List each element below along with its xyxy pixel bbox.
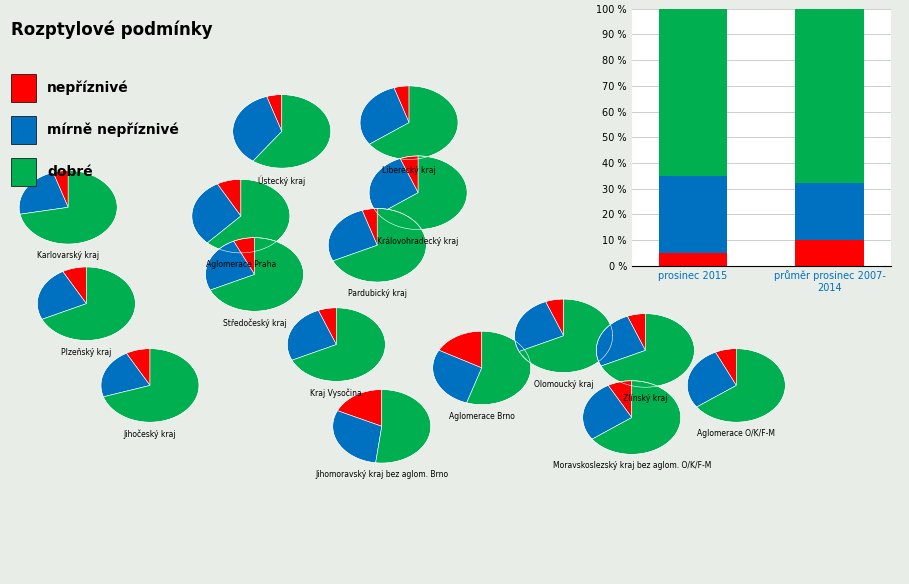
Text: Pardubický kraj: Pardubický kraj (348, 289, 406, 298)
Polygon shape (42, 267, 135, 340)
Polygon shape (360, 88, 409, 144)
Polygon shape (608, 381, 632, 418)
Polygon shape (715, 349, 736, 385)
Text: Moravskoslezský kraj bez aglom. O/K/F-M: Moravskoslezský kraj bez aglom. O/K/F-M (553, 461, 711, 470)
Polygon shape (378, 156, 467, 230)
Bar (11, 74, 36, 102)
Polygon shape (439, 331, 482, 368)
Polygon shape (253, 95, 331, 168)
Bar (659, 9, 727, 176)
Polygon shape (328, 210, 377, 261)
Polygon shape (210, 238, 304, 311)
Polygon shape (545, 299, 564, 336)
Polygon shape (53, 171, 68, 207)
Polygon shape (601, 314, 694, 387)
Polygon shape (63, 267, 86, 304)
Text: Královohradecký kraj: Královohradecký kraj (377, 237, 459, 245)
Polygon shape (207, 179, 290, 253)
Polygon shape (466, 331, 531, 405)
Polygon shape (592, 381, 681, 454)
Polygon shape (514, 301, 564, 352)
Bar (795, 183, 864, 240)
Text: Karlovarský kraj: Karlovarský kraj (37, 251, 99, 260)
Text: dobré: dobré (47, 165, 93, 179)
Text: Ústecký kraj: Ústecký kraj (258, 175, 305, 186)
Polygon shape (687, 352, 736, 407)
Text: Středočeský kraj: Středočeský kraj (223, 318, 286, 328)
Polygon shape (126, 349, 150, 385)
Polygon shape (101, 353, 150, 397)
Polygon shape (217, 179, 241, 216)
Polygon shape (266, 95, 282, 131)
Polygon shape (627, 314, 645, 350)
Polygon shape (333, 411, 382, 463)
Bar (795, 240, 864, 266)
Text: Aglomerace Praha: Aglomerace Praha (205, 260, 276, 269)
Polygon shape (20, 171, 117, 244)
Bar (795, 9, 864, 183)
Bar (659, 176, 727, 253)
Polygon shape (233, 96, 282, 161)
Text: Plzeňský kraj: Plzeňský kraj (61, 347, 112, 356)
Polygon shape (696, 349, 785, 422)
Polygon shape (104, 349, 199, 422)
Text: mírně nepříznivé: mírně nepříznivé (47, 123, 179, 137)
Polygon shape (394, 86, 409, 123)
Polygon shape (333, 208, 426, 282)
Bar (11, 116, 36, 144)
Text: Olomoucký kraj: Olomoucký kraj (534, 380, 594, 388)
Polygon shape (362, 208, 377, 245)
Polygon shape (318, 308, 336, 345)
Polygon shape (287, 310, 336, 360)
Polygon shape (400, 156, 418, 193)
Polygon shape (19, 172, 68, 214)
Polygon shape (596, 316, 645, 366)
Text: Kraj Vysočina: Kraj Vysočina (311, 388, 362, 398)
Text: Jihomoravský kraj bez aglom. Brno: Jihomoravský kraj bez aglom. Brno (315, 470, 448, 479)
Text: Aglomerace Brno: Aglomerace Brno (449, 412, 514, 420)
Text: Aglomerace O/K/F-M: Aglomerace O/K/F-M (697, 429, 775, 438)
Text: Zlínský kraj: Zlínský kraj (624, 394, 667, 403)
Text: Liberecký kraj: Liberecký kraj (382, 166, 436, 175)
Polygon shape (519, 299, 613, 373)
Polygon shape (369, 158, 418, 214)
Bar (11, 158, 36, 186)
Polygon shape (37, 272, 86, 319)
Polygon shape (192, 184, 241, 243)
Polygon shape (369, 86, 458, 159)
Polygon shape (433, 350, 482, 403)
Polygon shape (205, 241, 255, 290)
Text: Jihočeský kraj: Jihočeský kraj (124, 429, 176, 439)
Polygon shape (292, 308, 385, 381)
Polygon shape (375, 390, 431, 463)
Bar (659, 253, 727, 266)
Text: Rozptylové podmínky: Rozptylové podmínky (11, 20, 213, 39)
Polygon shape (337, 390, 382, 426)
Polygon shape (234, 238, 255, 274)
Polygon shape (583, 385, 632, 439)
Text: nepříznivé: nepříznivé (47, 81, 129, 95)
